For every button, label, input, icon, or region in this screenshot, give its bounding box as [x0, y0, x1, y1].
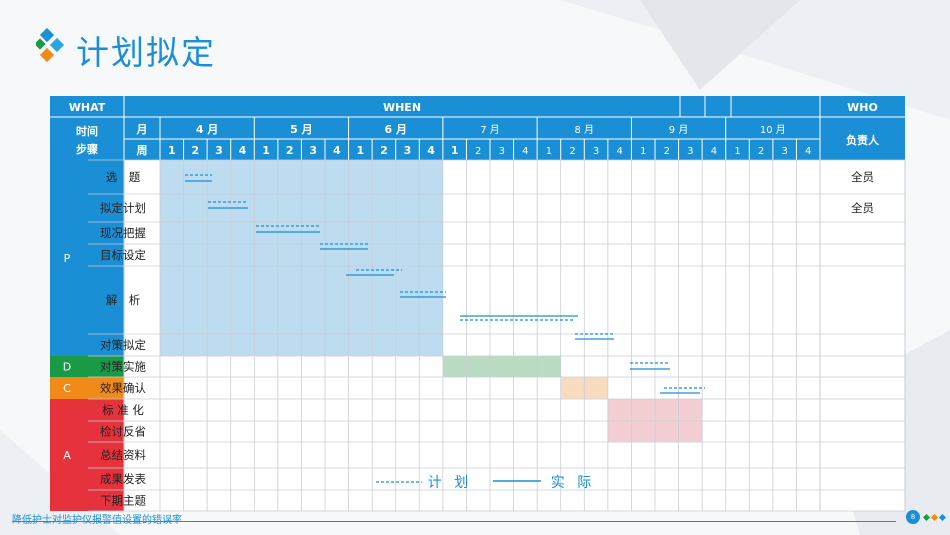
- week-label: 1: [357, 144, 365, 157]
- step-owner: 全员: [851, 201, 874, 215]
- week-label: 2: [569, 146, 575, 157]
- header-who: WHO: [847, 101, 878, 114]
- week-label: 2: [758, 146, 764, 157]
- step-label: 现况把握: [100, 226, 146, 240]
- table-header-bg: [50, 96, 905, 160]
- phase-cell: [50, 377, 124, 399]
- phase-label: P: [64, 252, 71, 265]
- week-label: 1: [734, 146, 740, 157]
- do-phase-shade: [442, 356, 561, 377]
- header-step: 步骤: [76, 142, 98, 156]
- month-label: 9 月: [669, 124, 689, 136]
- step-label: 下期主题: [100, 494, 146, 508]
- page-title: 计划拟定: [76, 33, 216, 72]
- week-label: 3: [499, 146, 505, 157]
- step-label: 对策拟定: [100, 338, 146, 352]
- month-label: 5 月: [290, 123, 312, 136]
- week-label: 3: [593, 146, 599, 157]
- phase-label: D: [63, 361, 71, 374]
- week-label: 3: [309, 144, 317, 157]
- week-label: 1: [640, 146, 646, 157]
- week-label: 4: [427, 144, 435, 157]
- phase-label: A: [63, 449, 71, 462]
- week-label: 4: [805, 146, 811, 157]
- phase-cell: [50, 399, 124, 511]
- week-label: 1: [546, 146, 552, 157]
- week-label: 2: [192, 144, 200, 157]
- week-label: 1: [168, 144, 176, 157]
- week-label: 4: [711, 146, 717, 157]
- footer-dots-icon: [923, 513, 947, 522]
- week-label: 2: [664, 146, 670, 157]
- week-label: 3: [781, 146, 787, 157]
- header-owner: 负责人: [846, 133, 880, 147]
- step-label: 选 题: [106, 170, 141, 184]
- footer-subject: 降低护士对监护仪报警值设置的错误率: [12, 511, 182, 526]
- month-label: 4 月: [196, 123, 218, 136]
- week-label: 4: [522, 146, 528, 157]
- week-label: 2: [380, 144, 388, 157]
- step-label: 拟定计划: [100, 201, 146, 215]
- legend-actual-label: 实 际: [551, 475, 595, 491]
- phase-cell: [50, 160, 124, 356]
- step-label: 标 准 化: [102, 403, 144, 417]
- month-label: 6 月: [384, 123, 406, 136]
- header-month-label: 月: [136, 123, 148, 136]
- week-label: 2: [475, 146, 481, 157]
- step-label: 解 析: [106, 293, 141, 307]
- week-label: 3: [687, 146, 693, 157]
- step-label: 效果确认: [100, 381, 146, 395]
- header-when: WHEN: [383, 101, 421, 114]
- month-label: 10 月: [760, 124, 786, 136]
- phase-label: C: [63, 382, 71, 395]
- month-label: 7 月: [480, 124, 500, 136]
- week-label: 4: [616, 146, 622, 157]
- step-label: 总结资料: [100, 448, 146, 462]
- week-label: 3: [404, 144, 412, 157]
- page-number: 8: [906, 510, 920, 524]
- header-time: 时间: [76, 124, 98, 138]
- week-label: 4: [239, 144, 247, 157]
- logo-diamonds-icon: [36, 28, 65, 63]
- step-label: 目标设定: [100, 248, 146, 262]
- step-label: 成果发表: [100, 472, 146, 486]
- week-label: 1: [451, 144, 459, 157]
- step-label: 对策实施: [100, 360, 146, 374]
- week-label: 1: [262, 144, 270, 157]
- month-label: 8 月: [575, 124, 595, 136]
- week-label: 2: [286, 144, 294, 157]
- legend-plan-label: 计 划: [428, 475, 472, 491]
- week-label: 4: [333, 144, 341, 157]
- phase-cell: [50, 356, 124, 377]
- footer-divider: [12, 521, 896, 522]
- header-what: WHAT: [69, 101, 106, 114]
- step-label: 检讨反省: [100, 425, 146, 439]
- header-week-label: 周: [137, 144, 148, 157]
- week-label: 3: [215, 144, 223, 157]
- step-owner: 全员: [851, 170, 874, 184]
